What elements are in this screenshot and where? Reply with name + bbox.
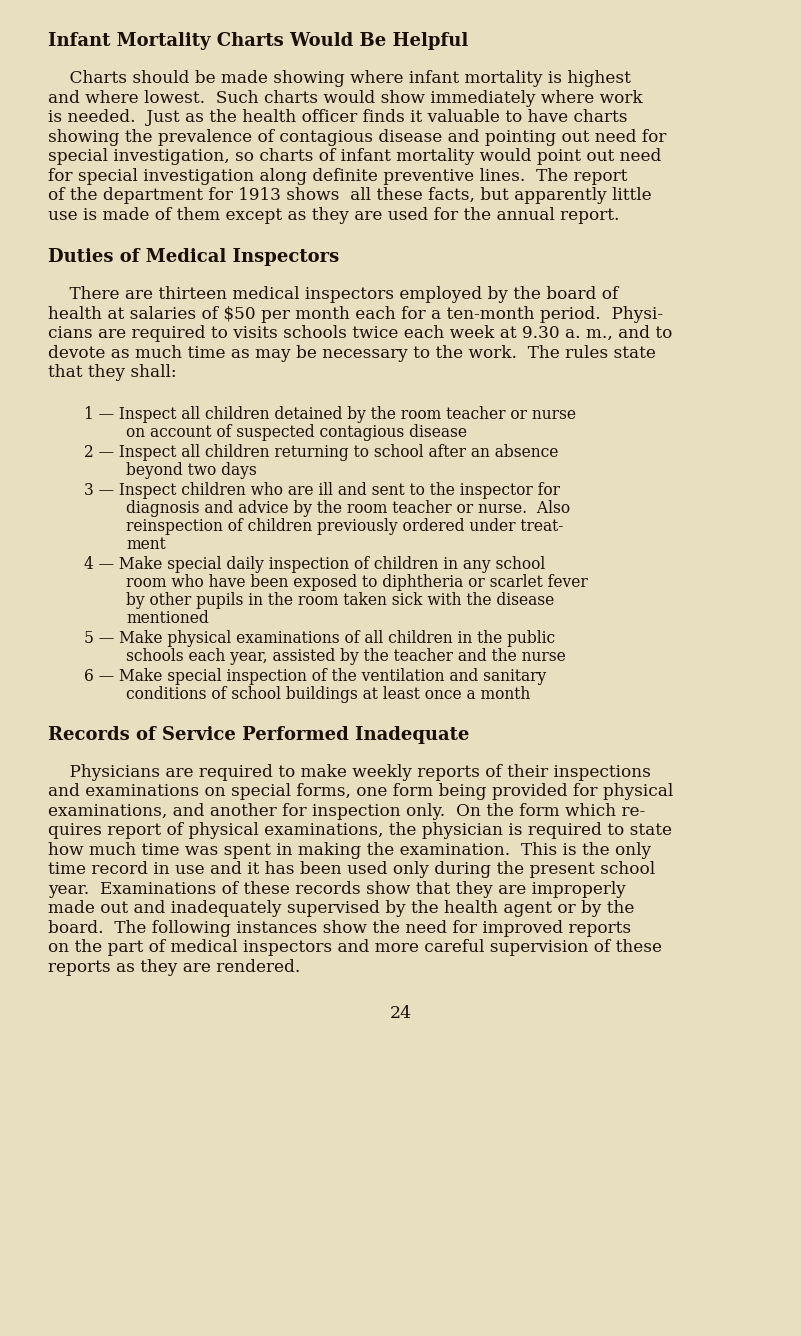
Text: and where lowest.  Such charts would show immediately where work: and where lowest. Such charts would show… [48,90,642,107]
Text: 3 — Inspect children who are ill and sent to the inspector for: 3 — Inspect children who are ill and sen… [84,482,560,498]
Text: cians are required to visits schools twice each week at 9.30 a. m., and to: cians are required to visits schools twi… [48,325,672,342]
Text: on the part of medical inspectors and more careful supervision of these: on the part of medical inspectors and mo… [48,939,662,957]
Text: 2 — Inspect all children returning to school after an absence: 2 — Inspect all children returning to sc… [84,444,558,461]
Text: use is made of them except as they are used for the annual report.: use is made of them except as they are u… [48,207,619,223]
Text: examinations, and another for inspection only.  On the form which re-: examinations, and another for inspection… [48,803,646,820]
Text: reinspection of children previously ordered under treat-: reinspection of children previously orde… [126,518,563,534]
Text: 4 — Make special daily inspection of children in any school: 4 — Make special daily inspection of chi… [84,556,545,573]
Text: special investigation, so charts of infant mortality would point out need: special investigation, so charts of infa… [48,148,662,166]
Text: that they shall:: that they shall: [48,365,177,381]
Text: how much time was spent in making the examination.  This is the only: how much time was spent in making the ex… [48,842,651,859]
Text: for special investigation along definite preventive lines.  The report: for special investigation along definite… [48,167,627,184]
Text: 5 — Make physical examinations of all children in the public: 5 — Make physical examinations of all ch… [84,629,555,647]
Text: board.  The following instances show the need for improved reports: board. The following instances show the … [48,921,631,937]
Text: is needed.  Just as the health officer finds it valuable to have charts: is needed. Just as the health officer fi… [48,110,627,126]
Text: There are thirteen medical inspectors employed by the board of: There are thirteen medical inspectors em… [48,286,618,303]
Text: of the department for 1913 shows  all these facts, but apparently little: of the department for 1913 shows all the… [48,187,652,204]
Text: beyond two days: beyond two days [126,462,257,478]
Text: 24: 24 [389,1005,412,1022]
Text: showing the prevalence of contagious disease and pointing out need for: showing the prevalence of contagious dis… [48,128,666,146]
Text: ment: ment [126,536,166,553]
Text: Infant Mortality Charts Would Be Helpful: Infant Mortality Charts Would Be Helpful [48,32,469,49]
Text: schools each year, assisted by the teacher and the nurse: schools each year, assisted by the teach… [126,648,566,665]
Text: Physicians are required to make weekly reports of their inspections: Physicians are required to make weekly r… [48,764,651,782]
Text: by other pupils in the room taken sick with the disease: by other pupils in the room taken sick w… [126,592,554,609]
Text: room who have been exposed to diphtheria or scarlet fever: room who have been exposed to diphtheria… [126,573,588,591]
Text: and examinations on special forms, one form being provided for physical: and examinations on special forms, one f… [48,783,674,800]
Text: reports as they are rendered.: reports as they are rendered. [48,959,300,977]
Text: mentioned: mentioned [126,609,209,627]
Text: 1 — Inspect all children detained by the room teacher or nurse: 1 — Inspect all children detained by the… [84,406,576,422]
Text: Records of Service Performed Inadequate: Records of Service Performed Inadequate [48,725,469,744]
Text: 6 — Make special inspection of the ventilation and sanitary: 6 — Make special inspection of the venti… [84,668,546,685]
Text: conditions of school buildings at least once a month: conditions of school buildings at least … [126,685,530,703]
Text: Duties of Medical Inspectors: Duties of Medical Inspectors [48,248,340,266]
Text: Charts should be made showing where infant mortality is highest: Charts should be made showing where infa… [48,71,631,87]
Text: health at salaries of $50 per month each for a ten-month period.  Physi-: health at salaries of $50 per month each… [48,306,663,323]
Text: time record in use and it has been used only during the present school: time record in use and it has been used … [48,862,655,879]
Text: on account of suspected contagious disease: on account of suspected contagious disea… [126,424,467,441]
Text: year.  Examinations of these records show that they are improperly: year. Examinations of these records show… [48,880,626,898]
Text: quires report of physical examinations, the physician is required to state: quires report of physical examinations, … [48,823,672,839]
Text: made out and inadequately supervised by the health agent or by the: made out and inadequately supervised by … [48,900,634,918]
Text: devote as much time as may be necessary to the work.  The rules state: devote as much time as may be necessary … [48,345,656,362]
Text: diagnosis and advice by the room teacher or nurse.  Also: diagnosis and advice by the room teacher… [126,500,570,517]
